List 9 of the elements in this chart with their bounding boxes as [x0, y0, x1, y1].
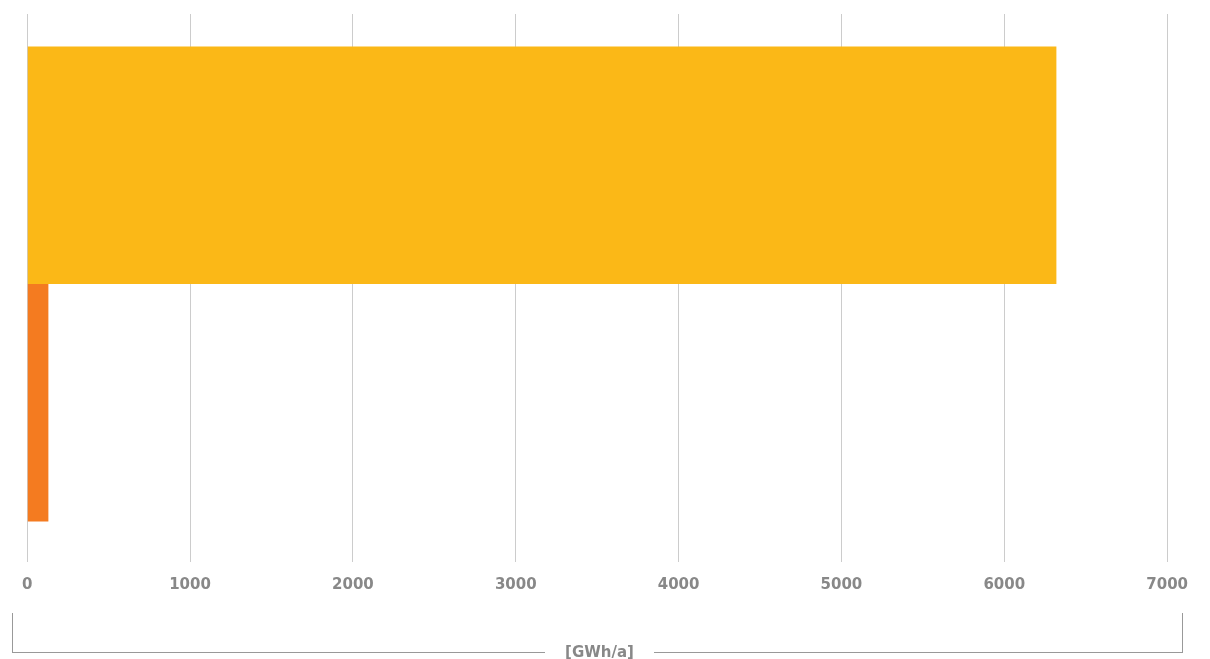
x-tick-label: 0: [22, 574, 33, 593]
x-tick-label: 1000: [169, 574, 211, 593]
x-tick-label: 3000: [494, 574, 537, 593]
x-axis-title: [GWh/a]: [545, 643, 654, 659]
x-tick-label: 7000: [1146, 574, 1188, 593]
x-tick-label: 6000: [983, 574, 1026, 593]
x-tick-label: 2000: [332, 574, 374, 593]
x-tick-label: 4000: [657, 574, 700, 593]
x-tick-label: 5000: [820, 574, 863, 593]
